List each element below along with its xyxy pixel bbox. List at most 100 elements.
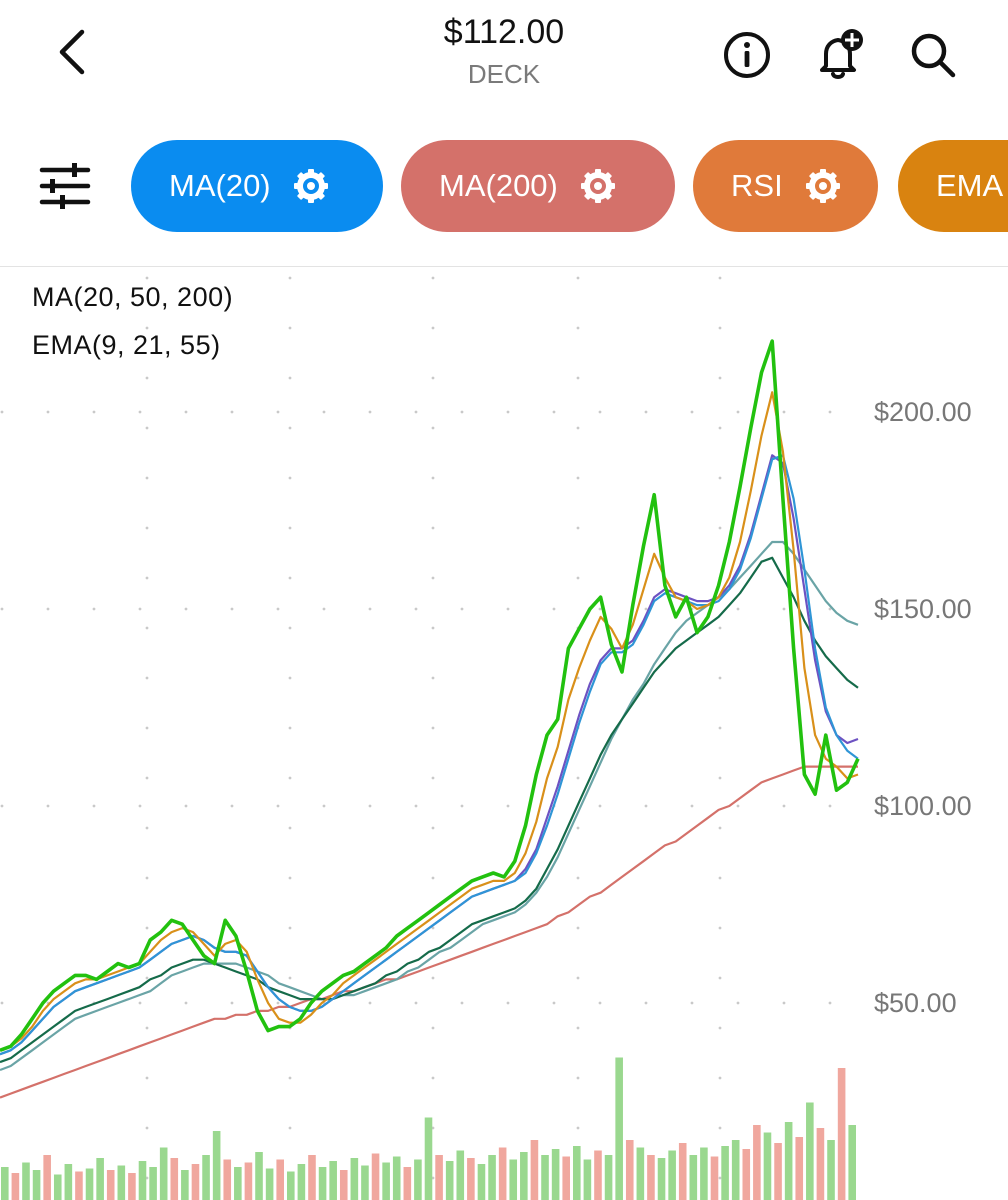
grid-dot <box>92 607 96 611</box>
volume-bar <box>223 1159 232 1200</box>
grid-dot <box>46 804 50 808</box>
grid-dot <box>145 1076 149 1080</box>
volume-bar <box>520 1152 528 1200</box>
grid-dot <box>782 410 786 414</box>
grid-dot <box>718 376 722 380</box>
grid-dot <box>431 1176 435 1180</box>
volume-bar <box>774 1143 782 1200</box>
grid-dot <box>145 326 149 330</box>
grid-dot <box>552 607 556 611</box>
volume-bars <box>1 1057 856 1200</box>
chip-ema[interactable]: EMA <box>898 140 1008 232</box>
volume-bar <box>382 1162 390 1200</box>
grid-dot <box>736 1001 740 1005</box>
grid-dot <box>576 326 580 330</box>
grid-dot <box>145 576 149 580</box>
indicator-chips-row: MA(20) MA(200) RSI EMA <box>0 138 1008 234</box>
y-tick-label: $50.00 <box>874 988 957 1018</box>
grid-dot <box>431 526 435 530</box>
grid-dot <box>288 326 292 330</box>
volume-bar <box>806 1102 814 1200</box>
indicator-settings-button[interactable] <box>38 160 94 212</box>
volume-bar <box>456 1150 465 1200</box>
grid-dot <box>431 426 435 430</box>
grid-dot <box>576 826 580 830</box>
grid-dot <box>184 804 188 808</box>
volume-bar <box>488 1155 496 1200</box>
volume-bar <box>53 1174 62 1200</box>
grid-dot <box>782 607 786 611</box>
chip-ma20[interactable]: MA(20) <box>131 140 383 232</box>
grid-dot <box>276 410 280 414</box>
grid-dot <box>718 1176 722 1180</box>
grid-dot <box>644 1001 648 1005</box>
volume-bar <box>700 1147 708 1200</box>
volume-bar <box>318 1167 327 1200</box>
grid-dot <box>431 326 435 330</box>
grid-dot <box>145 1126 149 1130</box>
grid-dot <box>288 876 292 880</box>
grid-dot <box>576 926 580 930</box>
volume-bar <box>11 1173 20 1200</box>
grid-dot <box>598 607 602 611</box>
grid-dot <box>718 326 722 330</box>
info-button[interactable] <box>720 28 774 82</box>
grid-dot <box>288 1126 292 1130</box>
grid-dot <box>431 676 435 680</box>
grid-dot <box>0 1001 4 1005</box>
chip-ma200[interactable]: MA(200) <box>401 140 675 232</box>
volume-bar <box>255 1152 263 1200</box>
volume-bar <box>138 1161 147 1200</box>
gear-icon[interactable] <box>805 168 841 204</box>
grid-dot <box>576 876 580 880</box>
grid-dot <box>368 804 372 808</box>
grid-dot <box>184 607 188 611</box>
price-chart[interactable] <box>0 268 1008 1200</box>
grid-dot <box>92 804 96 808</box>
grid-dot <box>598 1001 602 1005</box>
volume-bar <box>244 1162 253 1200</box>
chip-rsi[interactable]: RSI <box>693 140 878 232</box>
grid-dot <box>598 410 602 414</box>
grid-dot <box>598 804 602 808</box>
grid-dot <box>431 376 435 380</box>
grid-dot <box>718 676 722 680</box>
grid-dot <box>736 804 740 808</box>
grid-dot <box>46 607 50 611</box>
grid-dot <box>828 410 832 414</box>
sliders-icon <box>39 163 91 209</box>
gear-icon[interactable] <box>293 168 329 204</box>
grid-dot <box>230 410 234 414</box>
search-button[interactable] <box>906 28 960 82</box>
grid-dot <box>145 726 149 730</box>
indicator-line <box>0 556 859 1064</box>
grid-dot <box>288 626 292 630</box>
grid-dot <box>576 576 580 580</box>
grid-dot <box>138 1001 142 1005</box>
volume-bar <box>181 1170 189 1200</box>
volume-bar <box>583 1159 592 1200</box>
add-alert-button[interactable] <box>812 28 866 82</box>
gear-icon[interactable] <box>580 168 616 204</box>
grid-dot <box>431 1126 435 1130</box>
volume-bar <box>117 1165 126 1200</box>
volume-bar <box>678 1143 687 1200</box>
volume-bar <box>96 1158 104 1200</box>
grid-dot <box>368 607 372 611</box>
grid-dot <box>230 607 234 611</box>
volume-bar <box>170 1158 179 1200</box>
grid-dot <box>690 410 694 414</box>
grid-dot <box>145 476 149 480</box>
volume-bar <box>75 1171 83 1200</box>
grid-dot <box>288 476 292 480</box>
volume-bar <box>763 1132 772 1200</box>
volume-bar <box>615 1057 623 1200</box>
back-button[interactable] <box>50 22 100 82</box>
grid-dot <box>145 776 149 780</box>
grid-dot <box>431 826 435 830</box>
grid-dot <box>576 526 580 530</box>
volume-bar <box>64 1164 73 1200</box>
volume-bar <box>551 1149 560 1200</box>
grid-dot <box>288 276 292 280</box>
indicator-line <box>0 454 859 1056</box>
